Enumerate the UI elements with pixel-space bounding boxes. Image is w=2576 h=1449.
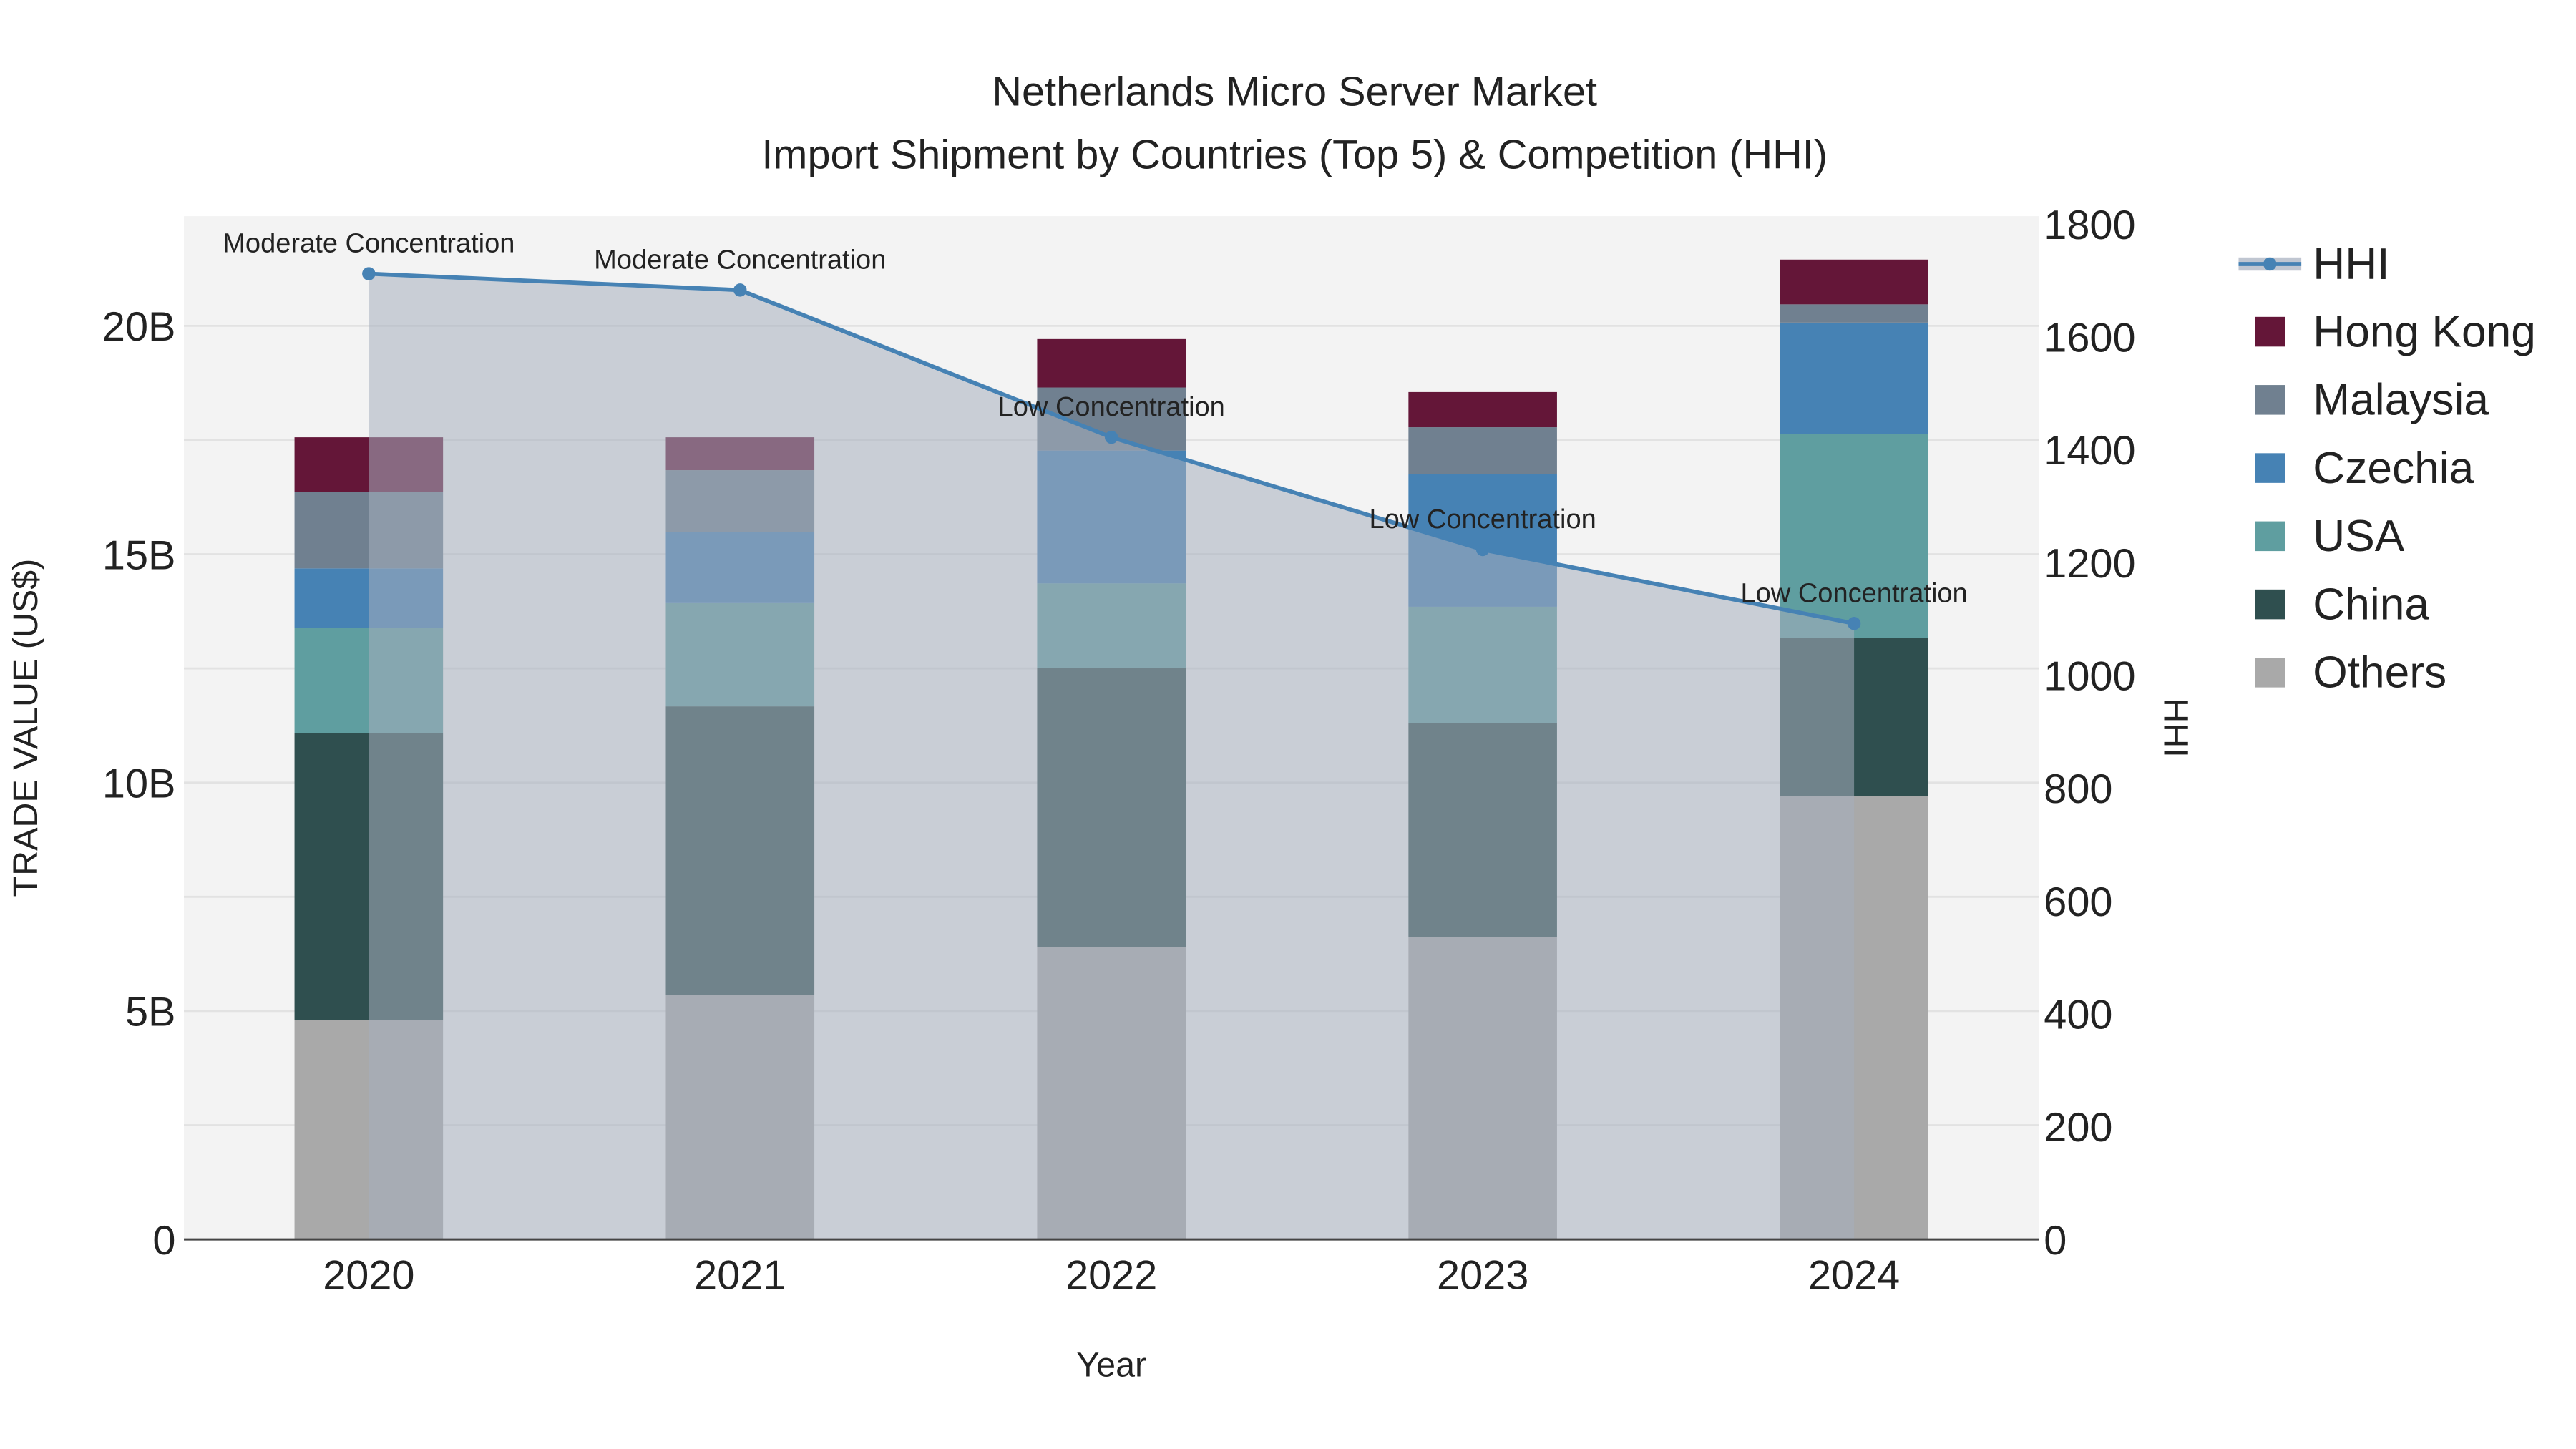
x-tick-label: 2022 bbox=[1065, 1252, 1157, 1298]
hhi-annotation: Moderate Concentration bbox=[594, 245, 886, 275]
legend-swatch bbox=[2255, 658, 2285, 688]
y2-axis-label: HHI bbox=[2157, 698, 2195, 757]
y-tick-label: 10B bbox=[102, 761, 176, 806]
x-axis-label: Year bbox=[1076, 1346, 1146, 1385]
hhi-area-fill bbox=[369, 273, 1855, 1240]
legend-swatch bbox=[2255, 316, 2285, 347]
y2-tick-label: 1600 bbox=[2044, 316, 2135, 361]
legend-swatch bbox=[2255, 589, 2285, 620]
legend: HHI Hong Kong Malaysia Czechia USA China Other… bbox=[2238, 240, 2536, 698]
legend-label: Others bbox=[2313, 648, 2446, 698]
axes: 0 5B 10B 15B 20B 0 200 400 600 800 1000 1200 1400 160… bbox=[102, 203, 2136, 1298]
bar-hong-kong bbox=[1780, 259, 1928, 305]
y2-tick-label: 200 bbox=[2044, 1105, 2112, 1151]
bar-czechia bbox=[1780, 322, 1928, 434]
y2-tick-label: 1000 bbox=[2044, 654, 2135, 700]
chart-subtitle: Import Shipment by Countries (Top 5) & C… bbox=[761, 132, 1828, 177]
legend-label: China bbox=[2313, 580, 2429, 629]
legend-label: Malaysia bbox=[2313, 376, 2489, 425]
legend-swatch bbox=[2255, 385, 2285, 415]
y2-tick-label: 400 bbox=[2044, 992, 2112, 1038]
hhi-point bbox=[733, 283, 747, 297]
hhi-point bbox=[1847, 617, 1861, 630]
y2-tick-label: 1800 bbox=[2044, 203, 2135, 248]
hhi-annotation: Low Concentration bbox=[1370, 504, 1596, 535]
legend-label: Hong Kong bbox=[2313, 307, 2536, 356]
y-axis-label: TRADE VALUE (US$) bbox=[6, 559, 45, 897]
x-tick-label: 2021 bbox=[694, 1252, 786, 1298]
legend-swatch bbox=[2255, 453, 2285, 483]
y2-tick-label: 800 bbox=[2044, 766, 2112, 812]
legend-label: Czechia bbox=[2313, 444, 2474, 493]
y-tick-label: 5B bbox=[125, 990, 176, 1035]
bar-hong-kong bbox=[1408, 391, 1557, 428]
hhi-point bbox=[1104, 430, 1118, 444]
bar-malaysia bbox=[1780, 304, 1928, 323]
hhi-area: Moderate Concentration Moderate Concentra… bbox=[223, 229, 1968, 1240]
chart-title: Netherlands Micro Server Market bbox=[992, 69, 1597, 115]
y-tick-label: 0 bbox=[152, 1218, 175, 1264]
x-tick-label: 2024 bbox=[1808, 1252, 1900, 1298]
bar-usa bbox=[1780, 434, 1928, 638]
x-tick-label: 2020 bbox=[323, 1252, 414, 1298]
hhi-annotation: Low Concentration bbox=[1740, 578, 1967, 608]
hhi-point bbox=[362, 267, 376, 280]
hhi-annotation: Moderate Concentration bbox=[223, 229, 514, 259]
y2-tick-label: 1200 bbox=[2044, 541, 2135, 587]
legend-label: HHI bbox=[2313, 240, 2389, 289]
legend-marker-hhi bbox=[2263, 257, 2277, 271]
bar-malaysia bbox=[1408, 427, 1557, 474]
y2-tick-label: 0 bbox=[2044, 1218, 2067, 1264]
legend-label: USA bbox=[2313, 512, 2404, 561]
hhi-annotation: Low Concentration bbox=[998, 392, 1225, 422]
bar-hong-kong bbox=[1037, 338, 1186, 388]
x-tick-label: 2023 bbox=[1437, 1252, 1528, 1298]
y-tick-label: 20B bbox=[102, 304, 176, 350]
y2-tick-label: 1400 bbox=[2044, 428, 2135, 474]
hhi-point bbox=[1475, 542, 1490, 557]
y-tick-label: 15B bbox=[102, 532, 176, 578]
legend-swatch bbox=[2255, 521, 2285, 552]
y2-tick-label: 600 bbox=[2044, 879, 2112, 925]
